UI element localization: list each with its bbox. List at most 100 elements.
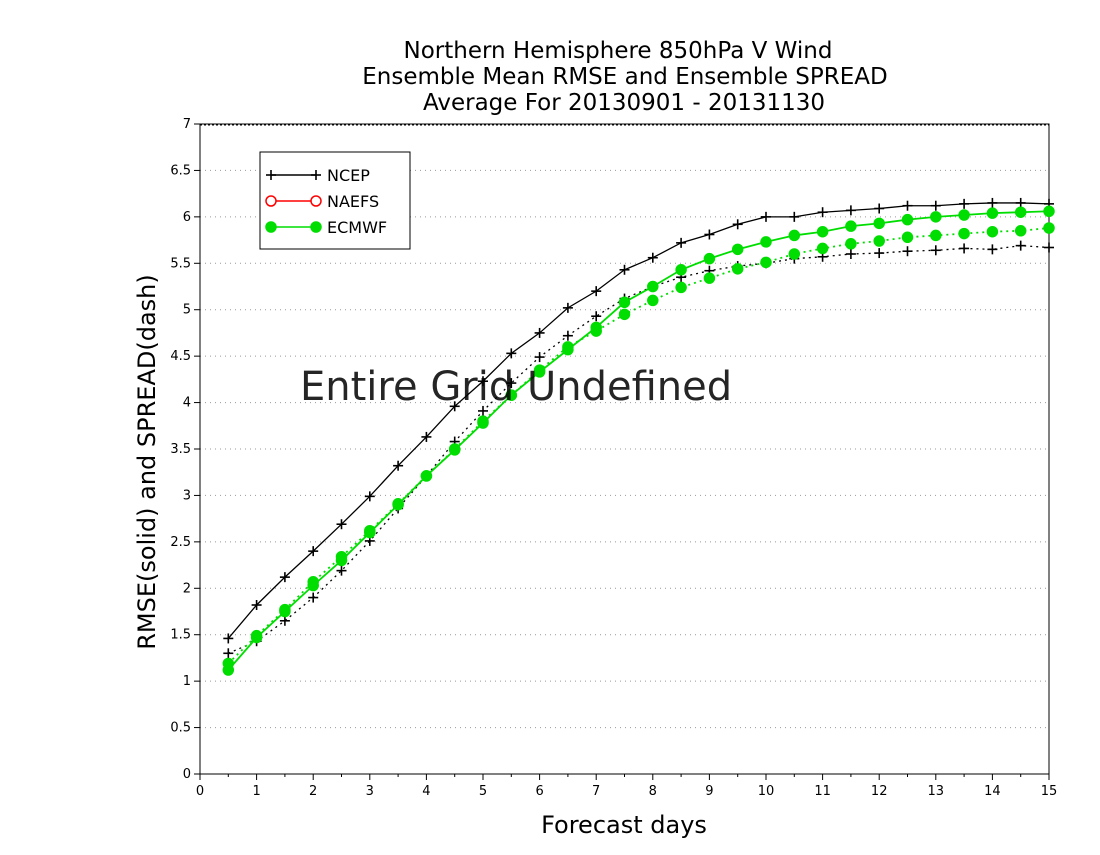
y-tick-label-6: 3 [183, 488, 191, 503]
point-ncep-dotted-25 [930, 245, 941, 256]
point-ecmwf-dotted-10 [505, 389, 518, 401]
x-tick-label-7: 7 [592, 784, 600, 799]
point-ecmwf-solid-24 [901, 213, 914, 226]
point-ncep-dotted-26 [959, 243, 970, 254]
point-ecmwf-dotted-12 [562, 341, 574, 353]
legend-label-naefs: NAEFS [327, 192, 379, 211]
point-ncep-solid-19 [761, 211, 771, 222]
point-ecmwf-solid-22 [845, 220, 857, 232]
point-ncep-solid-9 [478, 376, 488, 387]
x-tick-label-13: 13 [928, 784, 945, 799]
point-ncep-solid-4 [336, 519, 347, 530]
point-ncep-dotted-22 [845, 249, 856, 259]
point-ncep-dotted-4 [336, 565, 347, 576]
point-ncep-solid-10 [506, 348, 517, 359]
point-ecmwf-dotted-24 [901, 231, 914, 244]
point-ncep-solid-28 [1015, 197, 1026, 208]
series-ecmwf-solid [222, 205, 1055, 676]
point-ncep-dotted-2 [279, 615, 290, 626]
x-tick-label-9: 9 [705, 784, 713, 799]
point-ecmwf-dotted-23 [873, 235, 885, 247]
point-ecmwf-solid-26 [958, 209, 970, 221]
point-ecmwf-dotted-20 [788, 248, 801, 260]
legend-marker-ncep-1 [311, 170, 321, 180]
point-ncep-solid-16 [676, 237, 687, 248]
legend: NCEP NAEFS ECMWF [259, 151, 411, 250]
y-tick-label-5: 2.5 [170, 535, 191, 550]
series-ncep-solid [223, 197, 1054, 644]
y-tick-label-1: 0.5 [170, 721, 191, 736]
point-ncep-dotted-10 [506, 378, 517, 389]
point-ecmwf-solid-21 [816, 225, 829, 238]
y-tick-label-8: 4 [183, 396, 191, 411]
point-ncep-solid-20 [789, 211, 800, 222]
point-ncep-solid-11 [534, 327, 545, 338]
series-lines [222, 197, 1055, 676]
point-ncep-solid-0 [223, 633, 234, 644]
x-tick-label-10: 10 [758, 784, 775, 799]
point-ncep-solid-1 [251, 600, 262, 610]
point-ecmwf-solid-16 [675, 264, 687, 276]
y-tick-label-11: 5.5 [170, 256, 191, 271]
point-ecmwf-dotted-3 [307, 576, 319, 588]
x-axis-title: Forecast days [541, 811, 707, 839]
point-ncep-solid-23 [874, 203, 885, 214]
legend-marker-naefs-1 [310, 195, 322, 207]
point-ecmwf-dotted-27 [986, 225, 999, 238]
x-tick-label-15: 15 [1041, 784, 1058, 799]
point-ecmwf-solid-27 [986, 207, 999, 219]
legend-marker-naefs-0 [265, 195, 277, 207]
point-ecmwf-solid-25 [930, 211, 942, 223]
point-ncep-dotted-9 [478, 405, 488, 416]
y-tick-label-12: 6 [183, 210, 191, 225]
point-ecmwf-dotted-7 [420, 470, 433, 482]
point-ncep-dotted-11 [534, 352, 545, 363]
grid-lines [200, 124, 1049, 729]
y-tick-label-13: 6.5 [170, 163, 191, 178]
point-ncep-solid-3 [308, 546, 319, 557]
point-ncep-solid-5 [364, 491, 375, 502]
x-tick-label-1: 1 [252, 784, 260, 799]
point-ncep-solid-17 [704, 229, 715, 240]
point-ecmwf-solid-15 [647, 280, 659, 293]
legend-marker-ecmwf-0 [265, 221, 277, 233]
x-tick-label-3: 3 [366, 784, 374, 799]
point-ecmwf-dotted-17 [703, 272, 716, 284]
legend-label-ncep: NCEP [327, 166, 370, 185]
point-ecmwf-dotted-26 [958, 227, 970, 240]
legend-item-ecmwf: ECMWF [265, 218, 387, 237]
x-tick-label-4: 4 [422, 784, 430, 799]
y-tick-label-4: 2 [183, 581, 191, 596]
series-ecmwf-dotted [222, 222, 1055, 670]
point-ecmwf-solid-19 [760, 236, 772, 248]
point-ecmwf-solid-20 [788, 229, 801, 242]
point-ecmwf-dotted-22 [845, 238, 857, 250]
point-ecmwf-dotted-9 [477, 415, 489, 427]
point-ncep-solid-2 [279, 572, 290, 583]
legend-marker-ecmwf-1 [310, 221, 322, 233]
point-ecmwf-dotted-13 [590, 325, 602, 337]
point-ncep-solid-27 [987, 197, 998, 208]
legend-label-ecmwf: ECMWF [327, 218, 387, 237]
point-ncep-solid-12 [562, 302, 573, 313]
point-ecmwf-solid-14 [618, 296, 631, 309]
point-ncep-dotted-27 [987, 244, 998, 255]
series-line-ncep-solid [227, 202, 1050, 639]
point-ncep-solid-8 [449, 401, 460, 412]
point-ncep-dotted-28 [1015, 240, 1026, 251]
x-tick-label-12: 12 [871, 784, 888, 799]
x-tick-label-2: 2 [309, 784, 317, 799]
x-tick-label-11: 11 [814, 784, 831, 799]
series-line-ecmwf-dotted [227, 227, 1050, 665]
point-ncep-dotted-0 [223, 648, 234, 659]
title-line-1: Northern Hemisphere 850hPa V Wind [404, 38, 833, 64]
point-ncep-solid-21 [817, 207, 828, 218]
point-ecmwf-dotted-25 [930, 229, 942, 242]
point-ecmwf-dotted-1 [250, 629, 263, 642]
point-ecmwf-dotted-18 [731, 263, 744, 275]
point-ecmwf-dotted-2 [279, 603, 291, 616]
point-ecmwf-dotted-21 [816, 242, 829, 255]
point-ncep-dotted-12 [562, 330, 573, 341]
